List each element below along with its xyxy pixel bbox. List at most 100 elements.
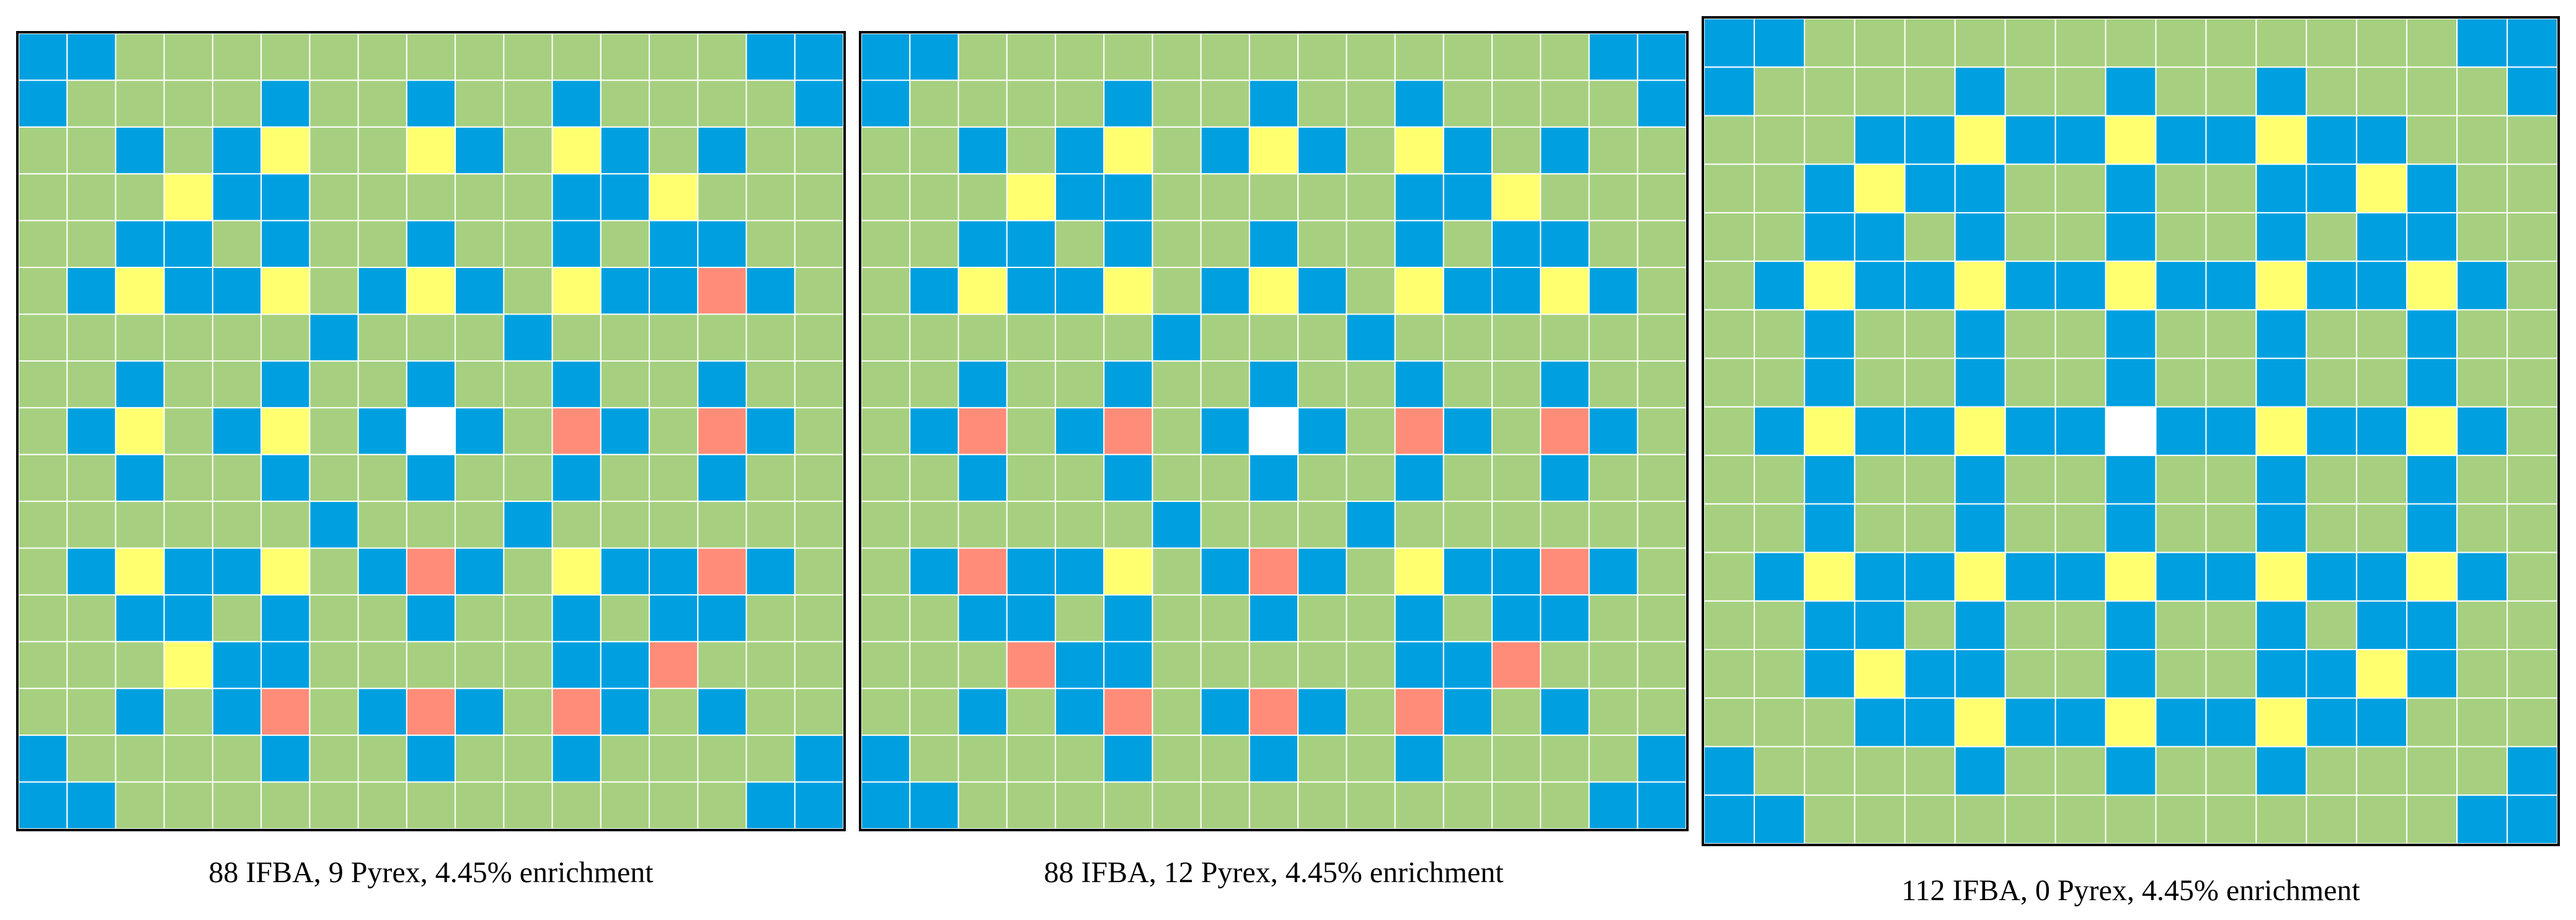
blue-cell	[2356, 406, 2408, 457]
green-cell	[503, 547, 553, 596]
green-cell	[260, 313, 311, 362]
green-cell	[1442, 79, 1493, 128]
green-cell	[19, 220, 68, 269]
yellow-cell	[1803, 406, 1855, 457]
green-cell	[2507, 115, 2557, 165]
green-cell	[2155, 455, 2207, 505]
blue-cell	[2255, 746, 2307, 796]
green-cell	[909, 126, 959, 175]
blue-cell	[2255, 66, 2307, 117]
green-cell	[503, 267, 553, 315]
green-cell	[697, 501, 747, 549]
green-cell	[1491, 781, 1542, 829]
blue-cell	[309, 501, 359, 549]
yellow-cell	[957, 267, 1008, 315]
green-cell	[357, 735, 407, 783]
blue-cell	[1540, 594, 1590, 643]
green-cell	[2456, 455, 2508, 505]
green-cell	[1006, 126, 1056, 175]
green-cell	[1200, 220, 1250, 269]
green-cell	[909, 79, 959, 128]
blue-cell	[600, 126, 651, 175]
yellow-cell	[163, 173, 213, 221]
green-cell	[1753, 600, 1805, 651]
blue-cell	[1006, 547, 1056, 596]
green-cell	[1588, 735, 1638, 783]
blue-cell	[260, 594, 311, 643]
blue-cell	[260, 79, 311, 128]
green-cell	[1753, 66, 1805, 117]
green-cell	[649, 407, 699, 455]
blue-cell	[1394, 173, 1444, 221]
green-cell	[2205, 66, 2257, 117]
blue-cell	[115, 220, 165, 269]
salmon-cell	[406, 687, 456, 736]
green-cell	[2456, 697, 2508, 748]
blue-cell	[2155, 697, 2207, 748]
assembly-caption-2: 88 IFBA, 12 Pyrex, 4.45% enrichment	[1044, 856, 1504, 889]
green-cell	[1152, 781, 1202, 829]
green-cell	[2004, 455, 2056, 505]
green-cell	[2356, 794, 2408, 844]
green-cell	[861, 313, 911, 362]
green-cell	[1540, 501, 1590, 549]
blue-cell	[406, 360, 456, 409]
green-cell	[406, 313, 456, 362]
green-cell	[2054, 309, 2107, 359]
blue-cell	[2004, 261, 2056, 311]
salmon-cell	[697, 547, 747, 596]
green-cell	[309, 360, 359, 409]
green-cell	[909, 313, 959, 362]
green-cell	[211, 453, 262, 502]
green-cell	[794, 407, 843, 455]
blue-cell	[649, 547, 699, 596]
yellow-cell	[115, 407, 165, 455]
green-cell	[1297, 79, 1348, 128]
green-cell	[211, 360, 262, 409]
blue-cell	[745, 407, 796, 455]
blue-cell	[1297, 407, 1348, 455]
salmon-cell	[1394, 407, 1444, 455]
green-cell	[66, 126, 117, 175]
green-cell	[1297, 501, 1348, 549]
green-cell	[1200, 641, 1250, 689]
blue-cell	[2456, 794, 2508, 844]
blue-cell	[2255, 357, 2307, 408]
green-cell	[2004, 212, 2056, 262]
green-cell	[2456, 66, 2508, 117]
blue-cell	[551, 641, 602, 689]
blue-cell	[1054, 687, 1105, 736]
green-cell	[2054, 455, 2107, 505]
green-cell	[1200, 735, 1250, 783]
green-cell	[1297, 453, 1348, 502]
blue-cell	[1248, 220, 1299, 269]
blue-cell	[794, 79, 843, 128]
blue-cell	[2004, 115, 2056, 165]
blue-cell	[2054, 552, 2107, 602]
green-cell	[2406, 697, 2458, 748]
blue-cell	[1103, 594, 1153, 643]
green-cell	[2306, 357, 2358, 408]
green-cell	[1588, 594, 1638, 643]
green-cell	[2356, 503, 2408, 553]
green-cell	[1006, 360, 1056, 409]
green-cell	[1904, 19, 1956, 68]
blue-cell	[600, 547, 651, 596]
green-cell	[909, 220, 959, 269]
green-cell	[1904, 455, 1956, 505]
green-cell	[211, 313, 262, 362]
green-cell	[794, 453, 843, 502]
blue-cell	[406, 453, 456, 502]
green-cell	[2004, 19, 2056, 68]
assembly-grid-3	[1704, 19, 2557, 844]
blue-cell	[2155, 261, 2207, 311]
green-cell	[1346, 220, 1396, 269]
green-cell	[1491, 501, 1542, 549]
green-cell	[2507, 406, 2557, 457]
green-cell	[1753, 163, 1805, 213]
green-cell	[357, 641, 407, 689]
blue-cell	[1854, 600, 1906, 651]
blue-cell	[406, 735, 456, 783]
blue-cell	[551, 735, 602, 783]
blue-cell	[2306, 552, 2358, 602]
